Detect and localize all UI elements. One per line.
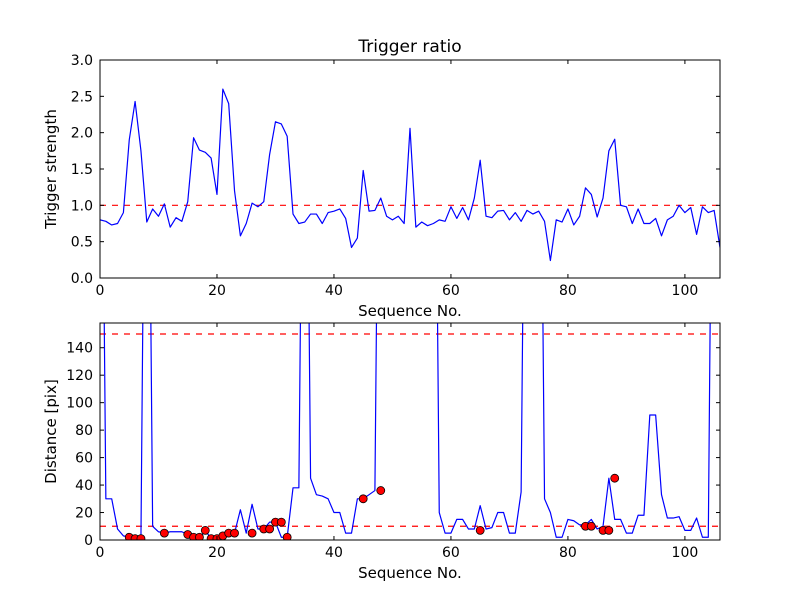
chart-1-ytick-label: 1.5 bbox=[71, 162, 93, 178]
chart-1-ytick-label: 3.0 bbox=[71, 53, 93, 69]
chart-2-marker-point-8 bbox=[200, 525, 210, 535]
chart-2-marker-point-13 bbox=[230, 528, 239, 538]
chart-1-series-line-1 bbox=[100, 88, 720, 262]
chart-2-marker-point-14 bbox=[247, 528, 257, 538]
chart-2-ytick-label: 100 bbox=[66, 396, 93, 412]
chart-2-x-axis-label: Sequence No. bbox=[358, 564, 462, 582]
chart-2-y-axis-label: Distance [pix] bbox=[42, 379, 60, 484]
chart-2-xtick-label: 0 bbox=[96, 545, 105, 561]
chart-1-xtick-label: 100 bbox=[672, 283, 699, 299]
chart-2-ytick-label: 120 bbox=[66, 368, 93, 384]
chart-1-ytick-label: 2.0 bbox=[71, 126, 93, 142]
chart-2-marker-point-3 bbox=[136, 534, 146, 540]
chart-2-marker-point-21 bbox=[376, 486, 386, 495]
chart-2-xtick-label: 80 bbox=[559, 545, 577, 561]
chart-2-ytick-label: 60 bbox=[75, 451, 93, 467]
chart-2-plot-content bbox=[100, 323, 720, 540]
chart-2-xtick-label: 20 bbox=[208, 545, 226, 561]
chart-1-xtick-label: 0 bbox=[96, 283, 105, 299]
chart-1-ytick-label: 2.5 bbox=[71, 89, 93, 105]
chart-2-ytick-label: 40 bbox=[75, 478, 93, 494]
chart-2-ytick-label: 80 bbox=[75, 423, 93, 439]
chart-1-xtick-label: 60 bbox=[442, 283, 460, 299]
chart-2-xtick-label: 40 bbox=[325, 545, 343, 561]
chart-1-title: Trigger ratio bbox=[357, 37, 461, 57]
chart-2-marker-point-7 bbox=[195, 532, 204, 540]
chart-1: 0 20 40 60 80 100 0.0 0.5 1.0 1.5 2.0 2.5 3.0 Trigger… bbox=[42, 37, 721, 320]
chart-2-xtick-label: 60 bbox=[442, 545, 460, 561]
chart-2-marker-point-22 bbox=[475, 525, 485, 535]
chart-2-marker-point-19 bbox=[282, 532, 292, 540]
chart-2-ytick-label: 20 bbox=[75, 506, 93, 522]
chart-2-marker-point-24 bbox=[586, 521, 596, 531]
chart-1-xtick-label: 20 bbox=[208, 283, 226, 299]
chart-1-xtick-label: 80 bbox=[559, 283, 577, 299]
chart-1-ytick-label: 0.5 bbox=[71, 235, 93, 251]
chart-1-ytick-label: 1.0 bbox=[71, 198, 93, 214]
chart-2-plot-area bbox=[100, 323, 720, 540]
chart-1-plot-area bbox=[100, 60, 720, 278]
chart-2-axes-frame bbox=[99, 322, 721, 541]
chart-1-plot-content bbox=[100, 88, 720, 262]
chart-2-ytick-label: 140 bbox=[66, 341, 93, 357]
chart-1-ytick-label: 0.0 bbox=[71, 271, 93, 287]
chart-2-marker-point-18 bbox=[276, 517, 286, 527]
chart-2-marker-point-20 bbox=[358, 494, 368, 504]
chart-1-y-axis-label: Trigger strength bbox=[42, 109, 60, 230]
chart-2-ytick-label: 0 bbox=[84, 533, 93, 549]
chart-2-xtick-label: 100 bbox=[672, 545, 699, 561]
chart-2-marker-point-16 bbox=[265, 524, 275, 534]
chart-1-x-axis-label: Sequence No. bbox=[358, 302, 462, 320]
chart-2-marker-point-26 bbox=[604, 525, 614, 535]
chart-1-xtick-label: 40 bbox=[325, 283, 343, 299]
chart-2-marker-point-4 bbox=[159, 528, 169, 538]
chart-2: 0 20 40 60 80 100 0 20 40 60 80 100 120 140 Sequence N… bbox=[42, 322, 721, 582]
chart-2-marker-point-27 bbox=[610, 473, 620, 483]
